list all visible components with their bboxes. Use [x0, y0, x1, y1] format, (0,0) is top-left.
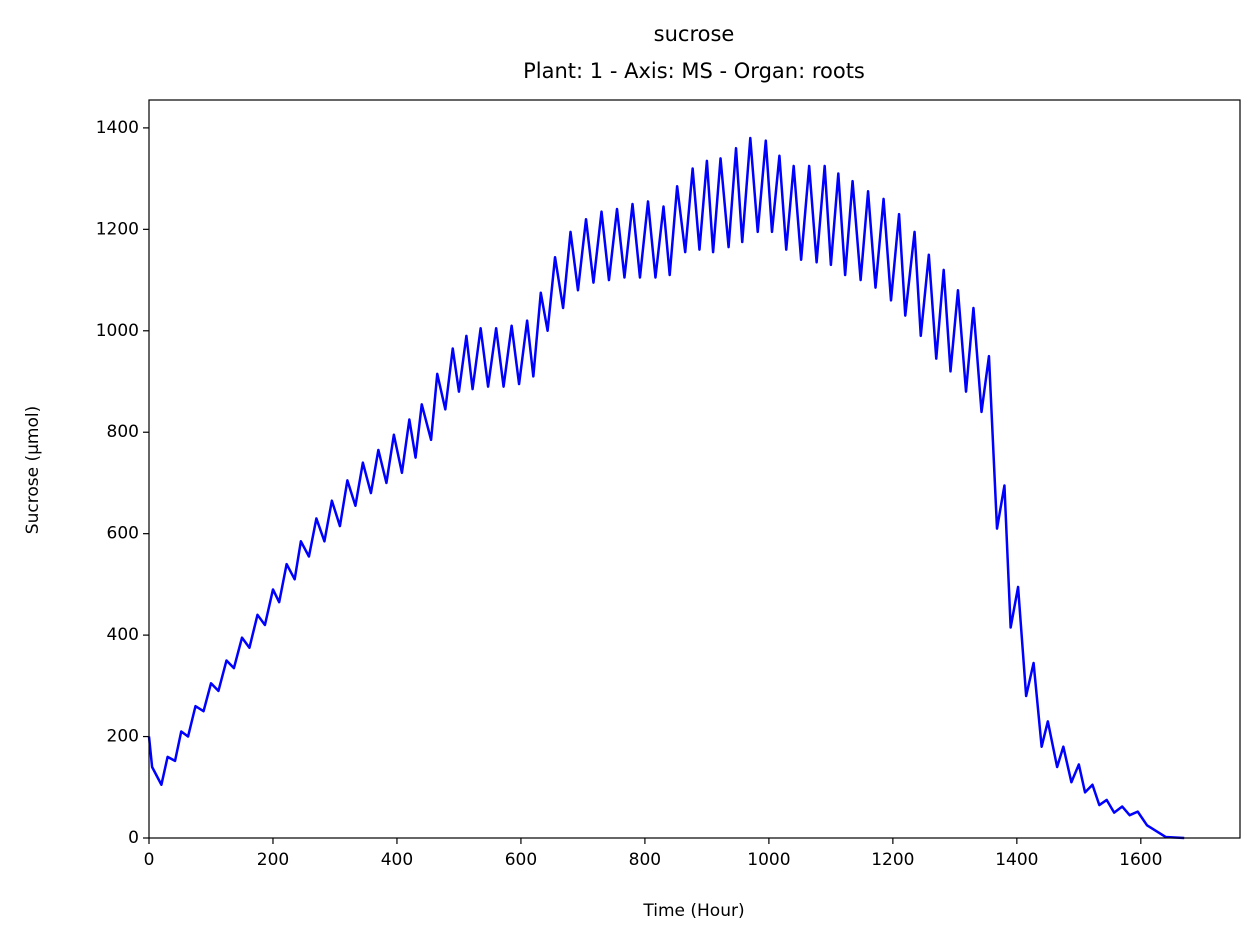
y-axis-label: Sucrose (µmol) — [23, 406, 43, 534]
y-tick-label: 1200 — [96, 219, 139, 239]
x-axis-label: Time (Hour) — [642, 901, 744, 921]
x-tick-label: 1000 — [747, 850, 790, 870]
chart-title: sucrose — [654, 22, 735, 46]
y-tick-label: 400 — [107, 625, 139, 645]
plot-frame — [148, 99, 1241, 839]
x-tick-label: 1200 — [871, 850, 914, 870]
x-tick-label: 800 — [629, 850, 661, 870]
y-tick-label: 600 — [107, 524, 139, 544]
x-tick-label: 1400 — [995, 850, 1038, 870]
chart-subtitle: Plant: 1 - Axis: MS - Organ: roots — [523, 59, 865, 83]
line-series — [147, 136, 1185, 840]
y-tick-label: 1400 — [96, 118, 139, 138]
y-tick-label: 800 — [107, 422, 139, 442]
x-tick-label: 400 — [381, 850, 413, 870]
y-tick-label: 0 — [128, 828, 139, 848]
x-tick-label: 1600 — [1119, 850, 1162, 870]
x-tick-label: 200 — [257, 850, 289, 870]
y-tick-label: 1000 — [96, 321, 139, 341]
x-tick-label: 600 — [505, 850, 537, 870]
y-tick-label: 200 — [107, 727, 139, 747]
x-tick-label: 0 — [144, 850, 155, 870]
